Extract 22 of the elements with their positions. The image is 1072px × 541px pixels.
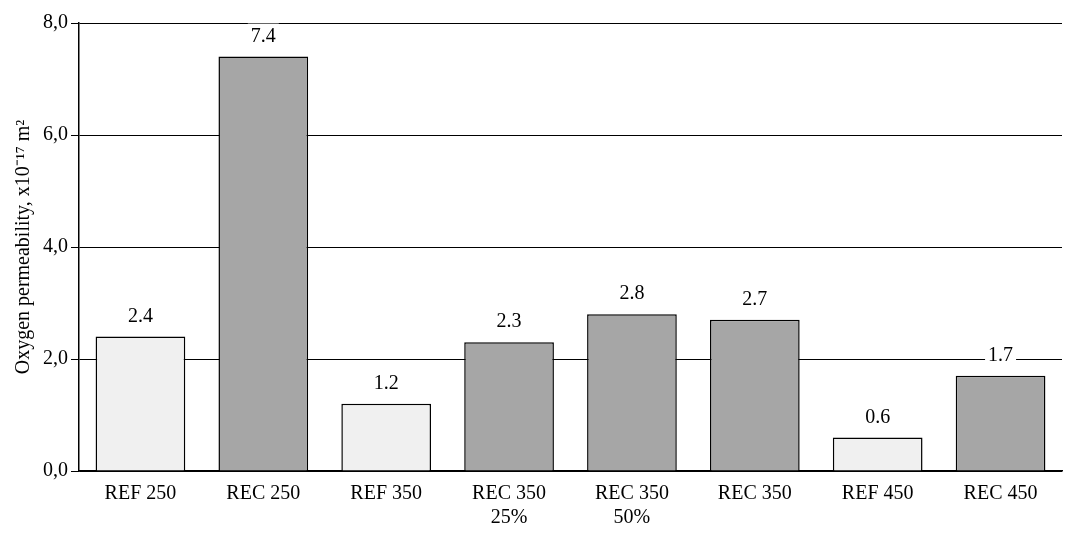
x-tick-label: REC 450 <box>963 481 1038 504</box>
data-label: 1.7 <box>988 343 1014 366</box>
y-tick-label: 4,0 <box>43 234 68 257</box>
y-axis-title: Oxygen permeability, x10⁻¹⁷ m² <box>11 119 35 375</box>
data-label: 7.4 <box>250 23 276 46</box>
data-label: 2.4 <box>127 303 153 326</box>
x-tick-label: REC 250 <box>226 481 301 504</box>
x-tick-label: REF 250 <box>104 481 177 504</box>
y-tick-label: 6,0 <box>43 122 68 145</box>
data-label: 1.2 <box>373 371 399 394</box>
x-tick-label: REF 350 <box>350 481 423 504</box>
y-tick-label: 0,0 <box>43 458 68 481</box>
data-label: 2.7 <box>742 287 768 310</box>
data-label: 2.3 <box>496 309 522 332</box>
x-tick-label: REC 350 50% <box>594 481 669 528</box>
data-label: 0.6 <box>865 404 891 427</box>
data-label: 2.8 <box>619 281 645 304</box>
x-tick-label: REC 350 <box>717 481 792 504</box>
y-tick-label: 2,0 <box>43 346 68 369</box>
x-tick-label: REC 350 25% <box>472 481 547 528</box>
x-tick-label: REF 450 <box>841 481 914 504</box>
y-tick-label: 8,0 <box>43 10 68 33</box>
